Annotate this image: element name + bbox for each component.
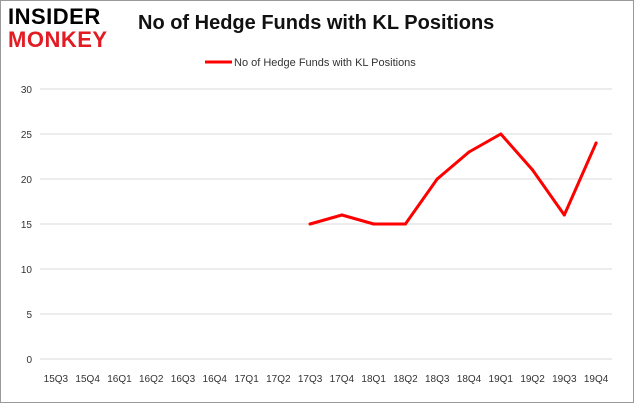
y-axis-ticks: 0 5 10 15 20 25 30 <box>21 85 33 366</box>
data-point-18Q3 <box>435 177 439 181</box>
x-tick-label-18Q2: 18Q2 <box>393 374 418 385</box>
data-point-18Q1 <box>372 222 376 226</box>
x-tick-label-17Q3: 17Q3 <box>298 374 323 385</box>
data-point-18Q2 <box>403 222 407 226</box>
data-point-19Q3 <box>562 213 566 217</box>
x-tick-label-15Q4: 15Q4 <box>75 374 100 385</box>
x-tick-label-19Q4: 19Q4 <box>584 374 609 385</box>
x-tick-label-16Q2: 16Q2 <box>139 374 164 385</box>
legend: No of Hedge Funds with KL Positions <box>205 57 416 69</box>
x-tick-label-17Q4: 17Q4 <box>330 374 355 385</box>
data-point-19Q2 <box>531 168 535 172</box>
y-tick-label-20: 20 <box>21 175 33 186</box>
x-tick-label-16Q1: 16Q1 <box>107 374 132 385</box>
x-tick-label-18Q1: 18Q1 <box>361 374 386 385</box>
data-point-17Q3 <box>308 222 312 226</box>
y-tick-label-30: 30 <box>21 85 33 96</box>
data-point-19Q1 <box>499 132 503 136</box>
x-tick-label-19Q3: 19Q3 <box>552 374 577 385</box>
grid-lines <box>40 88 612 360</box>
logo-line-1: INSIDER <box>8 4 101 29</box>
data-point-18Q4 <box>467 150 471 154</box>
x-tick-label-18Q4: 18Q4 <box>457 374 482 385</box>
y-tick-label-0: 0 <box>26 355 32 366</box>
legend-label: No of Hedge Funds with KL Positions <box>234 57 416 69</box>
x-tick-label-19Q1: 19Q1 <box>489 374 514 385</box>
series-line-0 <box>308 132 598 226</box>
logo-line-2: MONKEY <box>8 27 108 52</box>
y-tick-label-15: 15 <box>21 220 33 231</box>
data-point-19Q4 <box>594 141 598 145</box>
y-tick-label-10: 10 <box>21 265 33 276</box>
x-tick-label-18Q3: 18Q3 <box>425 374 450 385</box>
x-tick-label-15Q3: 15Q3 <box>44 374 69 385</box>
y-tick-label-25: 25 <box>21 130 33 141</box>
insider-monkey-logo: INSIDER MONKEY <box>8 4 118 52</box>
chart-title: No of Hedge Funds with KL Positions <box>138 12 495 34</box>
x-tick-label-17Q2: 17Q2 <box>266 374 291 385</box>
x-tick-label-17Q1: 17Q1 <box>234 374 259 385</box>
x-tick-label-19Q2: 19Q2 <box>520 374 545 385</box>
x-tick-label-16Q4: 16Q4 <box>203 374 228 385</box>
series-layer <box>308 132 598 226</box>
x-axis-ticks: 15Q3 15Q4 16Q1 16Q2 16Q3 16Q4 17Q1 17Q2 17Q3 17Q4… <box>44 374 609 385</box>
data-point-17Q4 <box>340 213 344 217</box>
x-tick-label-16Q3: 16Q3 <box>171 374 196 385</box>
y-tick-label-5: 5 <box>26 310 32 321</box>
